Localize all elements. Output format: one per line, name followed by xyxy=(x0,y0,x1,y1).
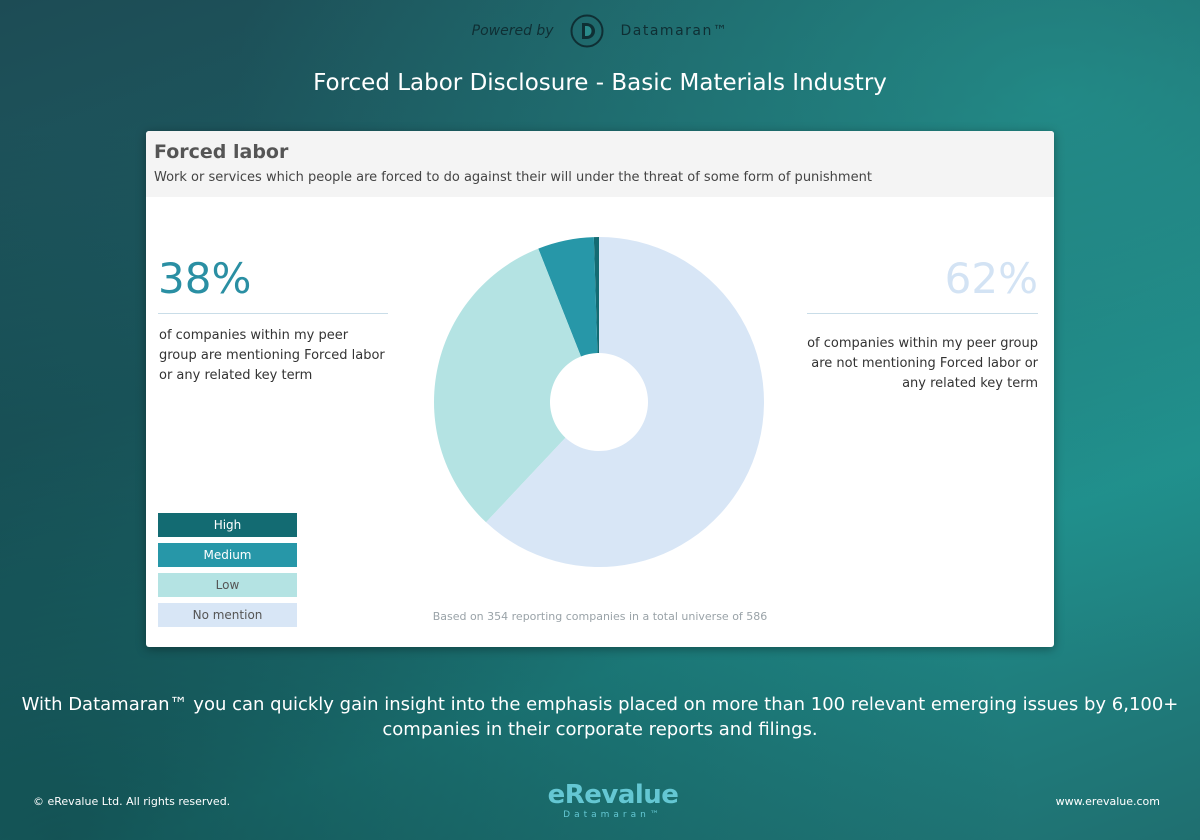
not-mentioning-description: of companies within my peer group are no… xyxy=(807,336,1038,391)
datamaran-logo-icon xyxy=(570,14,604,48)
copyright-notice: © eRevalue Ltd. All rights reserved. xyxy=(33,795,231,808)
mentioning-stat: 38% of companies within my peer group ar… xyxy=(158,253,388,386)
legend-item-medium[interactable]: Medium xyxy=(158,543,297,567)
erevalue-logo-text: eRevalue xyxy=(547,780,679,810)
mentioning-percentage: 38% xyxy=(158,254,252,303)
chart-legend: High Medium Low No mention xyxy=(158,513,297,633)
footnote-text: Based on 354 reporting companies in a to… xyxy=(432,610,768,623)
card-description: Work or services which people are forced… xyxy=(154,170,872,185)
not-mentioning-percentage: 62% xyxy=(944,254,1038,303)
page-title: Forced Labor Disclosure - Basic Material… xyxy=(313,70,887,96)
erevalue-logo-subtitle: Datamaran™ xyxy=(563,810,663,820)
mentioning-divider xyxy=(158,313,388,314)
datamaran-brand-name: Datamaran™ xyxy=(620,23,729,39)
card-header: Forced labor Work or services which peop… xyxy=(146,131,1054,197)
legend-item-low[interactable]: Low xyxy=(158,573,297,597)
donut-chart xyxy=(434,237,764,567)
legend-item-no-mention[interactable]: No mention xyxy=(158,603,297,627)
not-mentioning-stat: 62% of companies within my peer group ar… xyxy=(807,253,1038,394)
donut-slice-high[interactable] xyxy=(593,237,599,354)
tagline: With Datamaran™ you can quickly gain ins… xyxy=(21,694,1179,740)
not-mentioning-divider xyxy=(807,313,1038,314)
legend-item-high[interactable]: High xyxy=(158,513,297,537)
powered-by-banner: Powered by Datamaran™ xyxy=(0,14,1200,48)
card-title: Forced labor xyxy=(154,141,289,163)
mentioning-description: of companies within my peer group are me… xyxy=(159,328,385,383)
chart-footnote: Based on 354 reporting companies in a to… xyxy=(146,610,1054,623)
donut-slice-no-mention[interactable] xyxy=(486,237,764,567)
donut-slice-low[interactable] xyxy=(434,248,581,523)
website-link[interactable]: www.erevalue.com xyxy=(1055,795,1160,808)
chart-card: Forced labor Work or services which peop… xyxy=(146,131,1054,647)
donut-slice-medium[interactable] xyxy=(538,237,598,357)
powered-by-label: Powered by xyxy=(471,23,554,39)
erevalue-logo: eRevalue Datamaran™ xyxy=(543,780,683,820)
